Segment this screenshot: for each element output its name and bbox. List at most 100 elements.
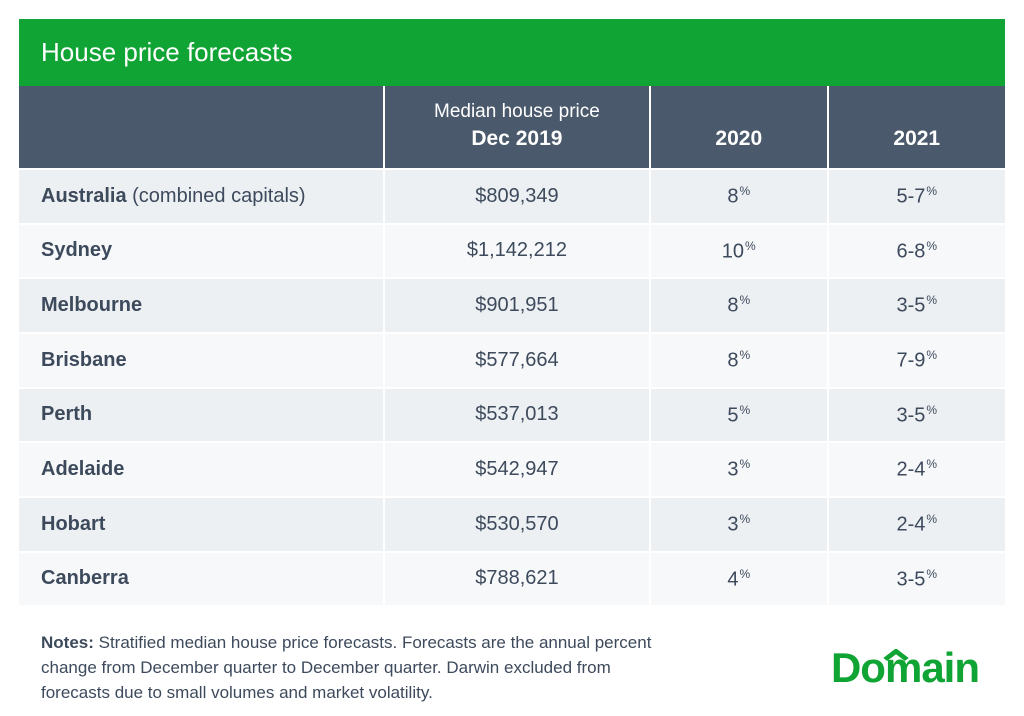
pct-2020-cell: 8%	[650, 333, 827, 388]
pct-sign: %	[926, 403, 937, 417]
region-name: Australia	[41, 185, 127, 207]
col-2021: 2021	[828, 86, 1006, 169]
pct-sign: %	[926, 348, 937, 362]
table-row: Perth$537,0135%3-5%	[19, 388, 1005, 443]
table-row: Melbourne$901,9518%3-5%	[19, 278, 1005, 333]
pct-2020-cell: 8%	[650, 169, 827, 224]
notes-label: Notes:	[41, 633, 99, 652]
table-row: Australia (combined capitals)$809,3498%5…	[19, 169, 1005, 224]
logo-post: ain	[921, 644, 979, 691]
region-cell: Brisbane	[19, 333, 384, 388]
pct-sign: %	[739, 512, 750, 526]
pct-2021-cell: 2-4%	[828, 442, 1006, 497]
region-cell: Sydney	[19, 224, 384, 279]
pct-value: 6-8	[896, 240, 925, 262]
notes: Notes: Stratified median house price for…	[41, 631, 661, 705]
pct-2020-cell: 5%	[650, 388, 827, 443]
pct-2021-cell: 5-7%	[828, 169, 1006, 224]
table-row: Adelaide$542,9473%2-4%	[19, 442, 1005, 497]
price-cell: $577,664	[384, 333, 650, 388]
price-cell: $788,621	[384, 552, 650, 606]
pct-value: 8	[727, 295, 738, 317]
region-cell: Australia (combined capitals)	[19, 169, 384, 224]
logo-roof-icon: m	[885, 644, 921, 692]
table-row: Hobart$530,5703%2-4%	[19, 497, 1005, 552]
price-cell: $901,951	[384, 278, 650, 333]
title-bar: House price forecasts	[19, 19, 1005, 86]
region-paren: (combined capitals)	[127, 185, 306, 207]
pct-sign: %	[926, 293, 937, 307]
pct-sign: %	[739, 457, 750, 471]
pct-value: 2-4	[896, 514, 925, 536]
price-cell: $530,570	[384, 497, 650, 552]
pct-sign: %	[739, 293, 750, 307]
col-median-line1: Median house price	[395, 100, 639, 125]
pct-sign: %	[739, 567, 750, 581]
region-name: Hobart	[41, 513, 105, 535]
domain-logo: Domain	[831, 644, 983, 692]
region-name: Adelaide	[41, 458, 124, 480]
pct-value: 8	[727, 350, 738, 372]
region-name: Sydney	[41, 239, 112, 261]
pct-sign: %	[739, 184, 750, 198]
table-body: Australia (combined capitals)$809,3498%5…	[19, 169, 1005, 605]
pct-sign: %	[926, 457, 937, 471]
pct-value: 3-5	[896, 404, 925, 426]
pct-value: 3-5	[896, 295, 925, 317]
pct-sign: %	[745, 239, 756, 253]
table-header: Median house price Dec 2019 2020 2021	[19, 86, 1005, 169]
pct-sign: %	[926, 239, 937, 253]
pct-value: 10	[722, 240, 744, 262]
price-cell: $537,013	[384, 388, 650, 443]
forecast-table: Median house price Dec 2019 2020 2021 Au…	[19, 86, 1005, 605]
table-row: Brisbane$577,6648%7-9%	[19, 333, 1005, 388]
table-row: Sydney$1,142,21210%6-8%	[19, 224, 1005, 279]
logo-pre: Do	[831, 644, 885, 691]
region-cell: Hobart	[19, 497, 384, 552]
pct-2020-cell: 4%	[650, 552, 827, 606]
pct-sign: %	[926, 184, 937, 198]
col-region	[19, 86, 384, 169]
region-cell: Canberra	[19, 552, 384, 606]
col-median-price: Median house price Dec 2019	[384, 86, 650, 169]
pct-2020-cell: 3%	[650, 497, 827, 552]
pct-value: 5-7	[896, 186, 925, 208]
col-median-line2: Dec 2019	[395, 125, 639, 152]
title-text: House price forecasts	[41, 37, 292, 67]
region-name: Melbourne	[41, 294, 142, 316]
region-cell: Perth	[19, 388, 384, 443]
pct-2020-cell: 10%	[650, 224, 827, 279]
pct-2020-cell: 3%	[650, 442, 827, 497]
notes-text: Stratified median house price forecasts.…	[41, 633, 651, 701]
region-cell: Adelaide	[19, 442, 384, 497]
pct-2020-cell: 8%	[650, 278, 827, 333]
pct-sign: %	[926, 512, 937, 526]
table-row: Canberra$788,6214%3-5%	[19, 552, 1005, 606]
pct-sign: %	[739, 403, 750, 417]
pct-value: 2-4	[896, 459, 925, 481]
pct-value: 4	[727, 568, 738, 590]
pct-value: 3	[727, 514, 738, 536]
pct-value: 8	[727, 186, 738, 208]
pct-value: 3	[727, 459, 738, 481]
col-2020: 2020	[650, 86, 827, 169]
price-cell: $542,947	[384, 442, 650, 497]
price-cell: $809,349	[384, 169, 650, 224]
pct-value: 3-5	[896, 568, 925, 590]
forecast-card: House price forecasts Median house price…	[18, 18, 1006, 716]
region-cell: Melbourne	[19, 278, 384, 333]
pct-sign: %	[739, 348, 750, 362]
pct-value: 5	[727, 404, 738, 426]
pct-2021-cell: 2-4%	[828, 497, 1006, 552]
footer: Notes: Stratified median house price for…	[19, 605, 1005, 715]
pct-2021-cell: 7-9%	[828, 333, 1006, 388]
pct-2021-cell: 3-5%	[828, 388, 1006, 443]
price-cell: $1,142,212	[384, 224, 650, 279]
pct-2021-cell: 3-5%	[828, 552, 1006, 606]
pct-value: 7-9	[896, 350, 925, 372]
pct-sign: %	[926, 567, 937, 581]
region-name: Canberra	[41, 567, 129, 589]
pct-2021-cell: 3-5%	[828, 278, 1006, 333]
pct-2021-cell: 6-8%	[828, 224, 1006, 279]
region-name: Brisbane	[41, 349, 127, 371]
